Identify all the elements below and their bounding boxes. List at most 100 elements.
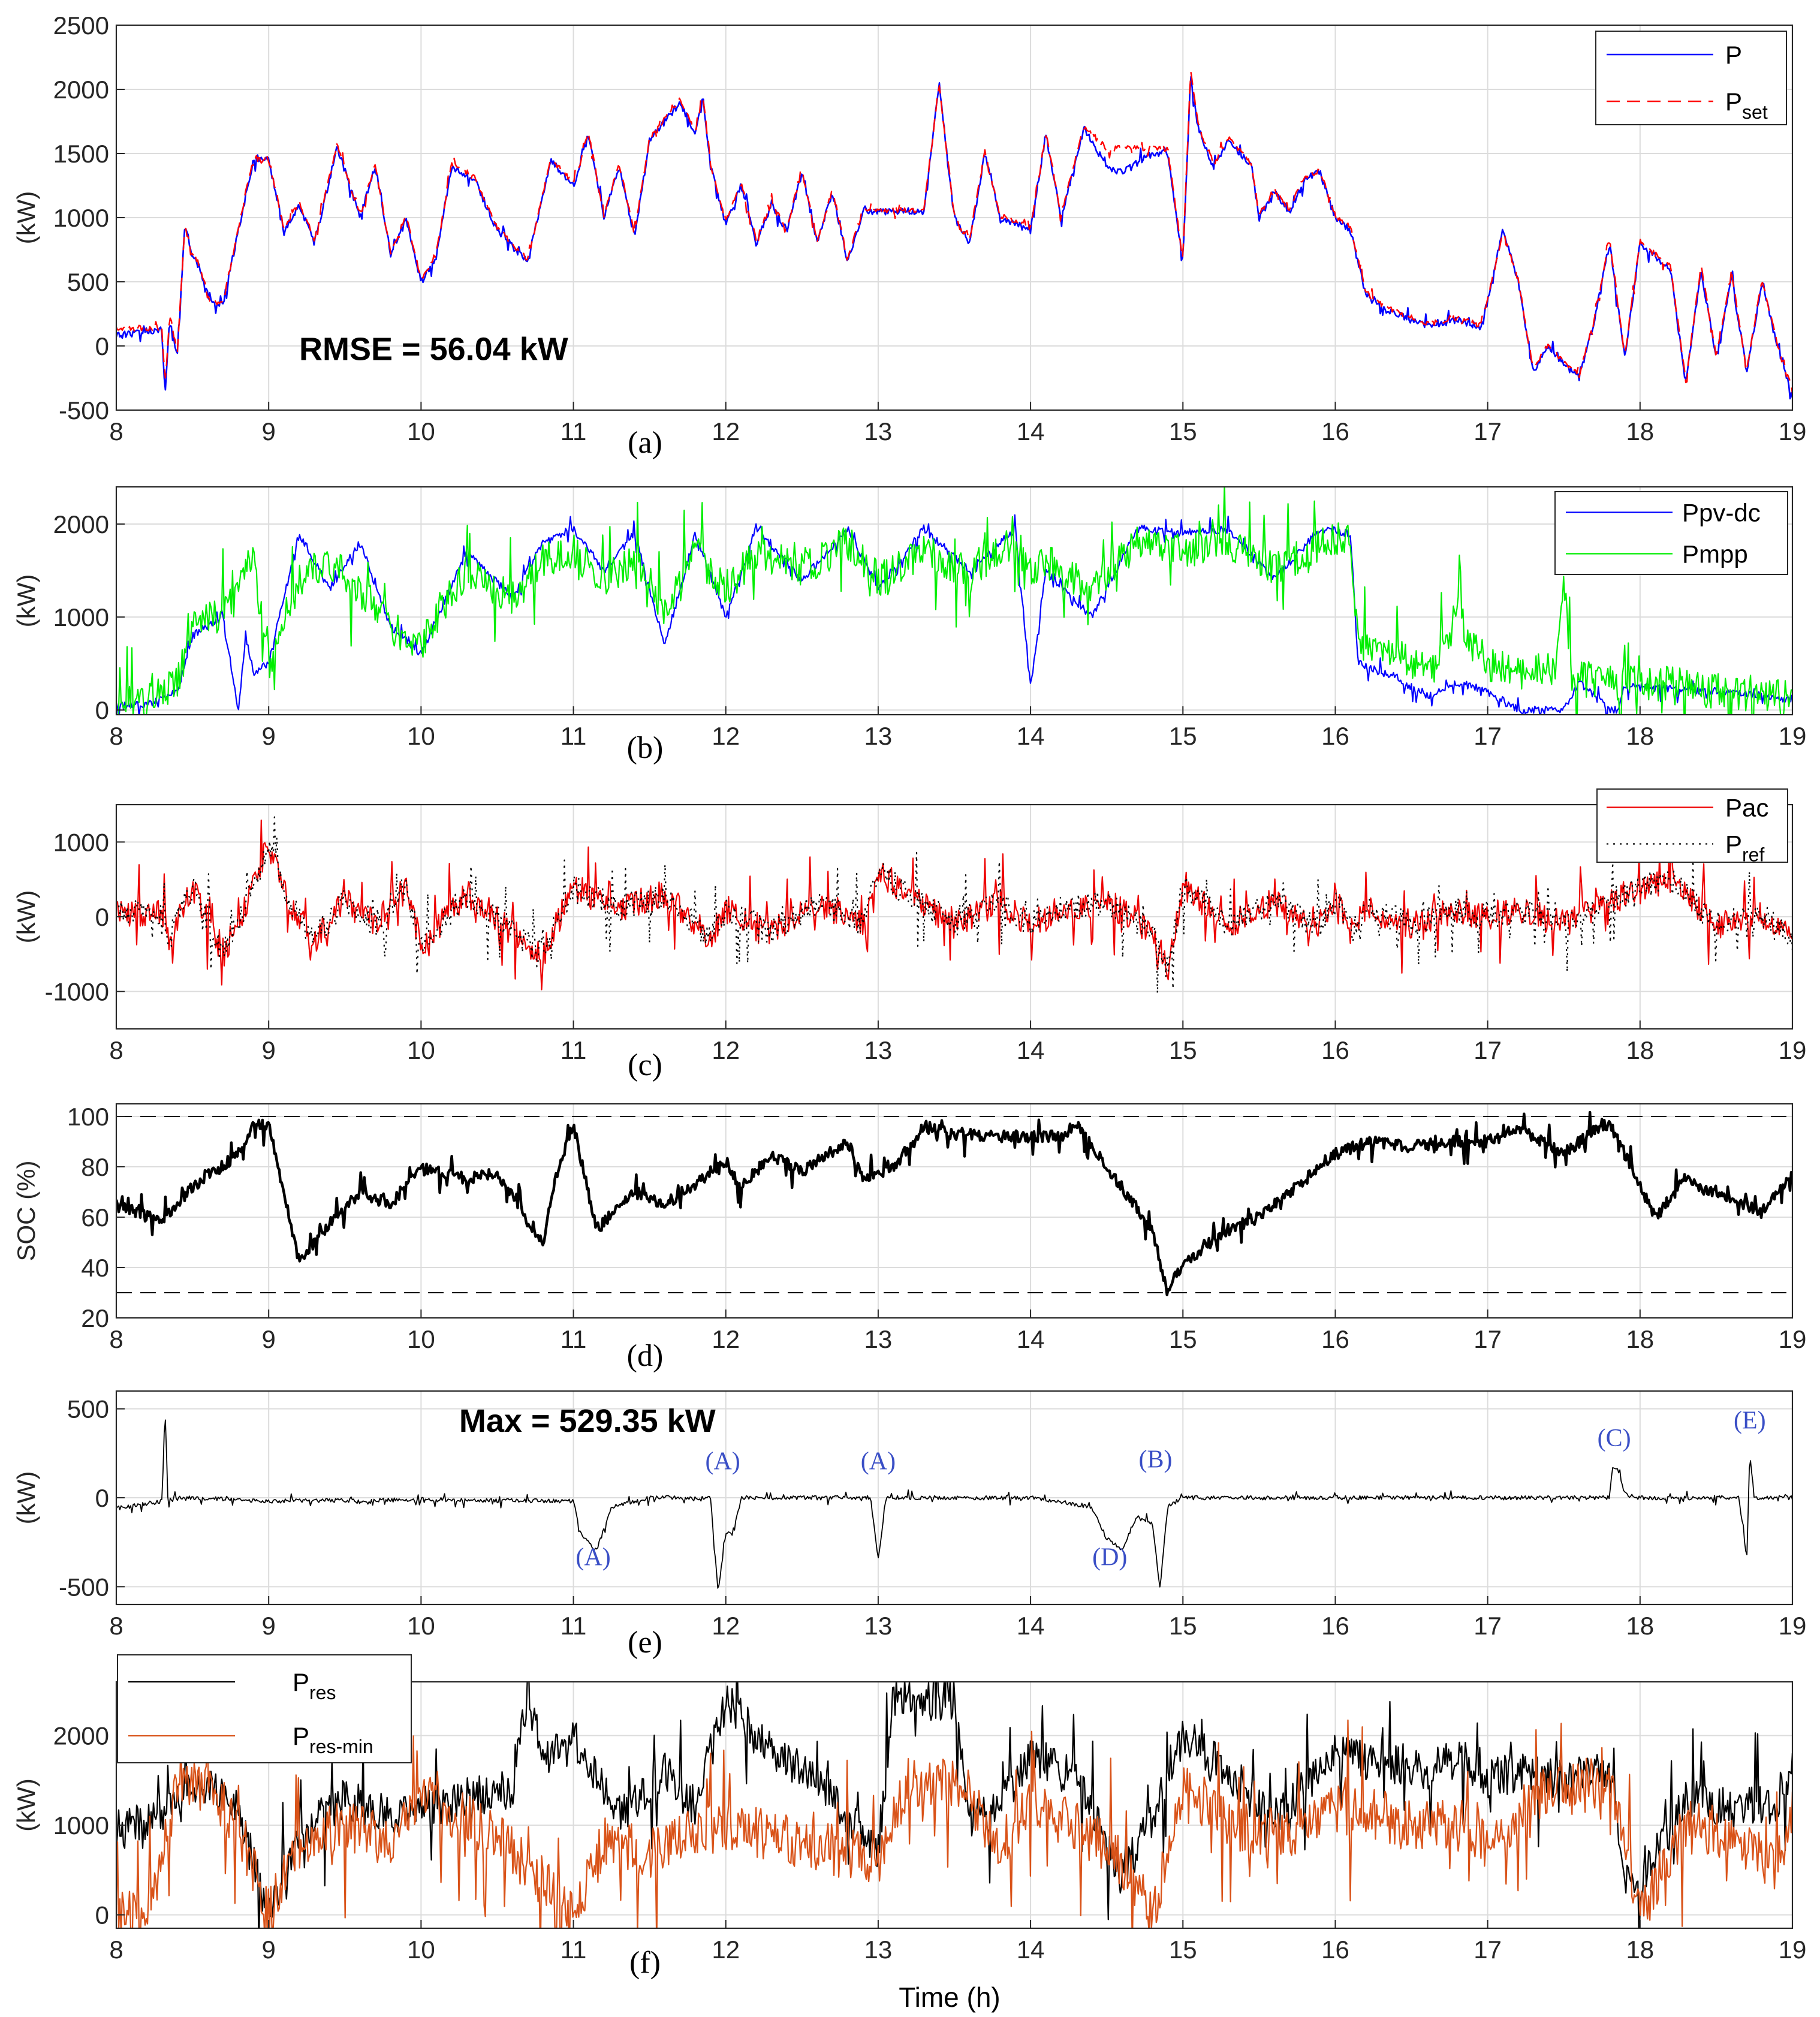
- plot-area: [116, 487, 1792, 715]
- x-tick-label: 14: [1017, 1935, 1045, 1964]
- series-group: [116, 1110, 1792, 1296]
- x-tick-label: 17: [1474, 417, 1502, 445]
- legend-label: Pmpp: [1682, 540, 1748, 568]
- y-tick-label: 1500: [53, 140, 109, 168]
- x-tick-label: 13: [864, 417, 893, 445]
- y-axis-label: (kW): [12, 191, 40, 245]
- event-marker-label: (B): [1139, 1446, 1173, 1474]
- x-tick-label: 12: [712, 1036, 740, 1064]
- x-tick-label: 13: [864, 1612, 893, 1640]
- y-tick-label: 0: [95, 1901, 109, 1929]
- y-tick-label: 2500: [53, 11, 109, 40]
- event-marker-label: (A): [705, 1448, 740, 1476]
- series-group: [116, 1682, 1792, 1928]
- x-tick-label: 16: [1321, 722, 1349, 750]
- x-tick-label: 18: [1626, 1325, 1654, 1353]
- legend-label: P: [1725, 41, 1742, 69]
- y-tick-label: 20: [81, 1304, 109, 1332]
- series-group: [116, 487, 1792, 715]
- y-axis-label: SOC (%): [12, 1161, 40, 1262]
- y-tick-label: 2000: [53, 510, 109, 538]
- x-tick-label: 11: [561, 1935, 587, 1964]
- x-tick-label: 16: [1321, 417, 1349, 445]
- x-tick-label: 19: [1779, 722, 1807, 750]
- legend-box: [117, 1654, 412, 1763]
- x-tick-label: 13: [864, 1935, 893, 1964]
- x-tick-label: 9: [262, 722, 276, 750]
- x-tick-label: 13: [864, 1036, 893, 1064]
- y-tick-label: 100: [67, 1103, 109, 1131]
- series-group: [116, 1419, 1792, 1589]
- y-tick-label: 500: [67, 1395, 109, 1423]
- x-tick-label: 16: [1321, 1612, 1349, 1640]
- series-line-p-res: [116, 1682, 1792, 1928]
- x-tick-label: 8: [109, 1935, 123, 1964]
- chart-panel-f: 8 9 10 11 12 13 14 15 16 17 18 19 0 1000 2000 (kW) PresP…: [12, 1654, 1807, 1964]
- series-line-soc: [116, 1110, 1792, 1296]
- y-tick-label: 1000: [53, 828, 109, 856]
- series-line-pmpp: [117, 487, 1792, 715]
- x-tick-label: 14: [1017, 1325, 1045, 1353]
- plot-area: [116, 1104, 1792, 1318]
- x-tick-label: 13: [864, 1325, 893, 1353]
- panel-label-c: (c): [628, 1048, 662, 1082]
- x-tick-label: 11: [561, 1325, 587, 1353]
- x-tick-label: 18: [1626, 1612, 1654, 1640]
- legend-box: [1595, 31, 1787, 125]
- x-tick-label: 16: [1321, 1036, 1349, 1064]
- x-tick-label: 16: [1321, 1325, 1349, 1353]
- x-tick-label: 9: [262, 1036, 276, 1064]
- y-tick-label: 0: [95, 696, 109, 724]
- chart-panel-a: 8 9 10 11 12 13 14 15 16 17 18 19 -500 0 500 1000 1500 20…: [12, 11, 1806, 445]
- x-tick-label: 10: [407, 1612, 435, 1640]
- x-tick-label: 17: [1474, 722, 1502, 750]
- legend-label: Pac: [1725, 794, 1768, 822]
- x-tick-label: 8: [109, 1325, 123, 1353]
- event-marker-label: (A): [575, 1544, 610, 1572]
- x-tick-label: 14: [1017, 1036, 1045, 1064]
- x-tick-label: 12: [712, 1935, 740, 1964]
- y-tick-label: 80: [81, 1153, 109, 1181]
- y-axis-label: (kW): [12, 1778, 40, 1832]
- legend: Ppv-dc Pmpp: [1554, 491, 1788, 575]
- y-tick-label: 0: [95, 332, 109, 360]
- chart-panel-c: 8 9 10 11 12 13 14 15 16 17 18 19 -1000 0 1000 (kW) PacP…: [12, 788, 1806, 1064]
- x-tick-label: 8: [109, 1036, 123, 1064]
- x-tick-label: 18: [1626, 722, 1654, 750]
- series-group: [116, 816, 1792, 994]
- x-tick-label: 10: [407, 722, 435, 750]
- x-tick-label: 9: [262, 1612, 276, 1640]
- x-tick-label: 19: [1779, 1935, 1807, 1964]
- x-tick-label: 9: [262, 1325, 276, 1353]
- plot-border: [115, 486, 1794, 716]
- x-tick-label: 15: [1169, 417, 1197, 445]
- x-tick-label: 9: [262, 417, 276, 445]
- x-tick-label: 17: [1474, 1935, 1502, 1964]
- series-line-p-res-min: [116, 1719, 1792, 1928]
- legend-label: Ppv-dc: [1682, 499, 1761, 527]
- y-axis-label: (kW): [12, 890, 40, 944]
- chart-panel-b: 8 9 10 11 12 13 14 15 16 17 18 19 0 1000 2000 (kW) Ppv-d…: [12, 486, 1807, 750]
- x-tick-label: 8: [109, 722, 123, 750]
- x-tick-label: 17: [1474, 1325, 1502, 1353]
- panel-label-e: (e): [628, 1625, 662, 1660]
- x-tick-label: 13: [864, 722, 893, 750]
- x-tick-label: 10: [407, 417, 435, 445]
- y-axis-label: (kW): [12, 1471, 40, 1525]
- legend-box: [1596, 788, 1788, 863]
- x-tick-label: 12: [712, 722, 740, 750]
- chart-panel-e: 8 9 10 11 12 13 14 15 16 17 18 19 -500 0 500 (kW) Max = …: [12, 1390, 1806, 1640]
- x-tick-label: 11: [561, 1612, 587, 1640]
- plot-border: [115, 1103, 1794, 1319]
- x-tick-label: 11: [561, 417, 587, 445]
- y-tick-label: 40: [81, 1254, 109, 1282]
- y-tick-label: 500: [67, 268, 109, 296]
- event-marker-label: (A): [861, 1448, 896, 1476]
- legend-box: [1554, 491, 1788, 575]
- x-tick-label: 14: [1017, 1612, 1045, 1640]
- x-tick-label: 18: [1626, 417, 1654, 445]
